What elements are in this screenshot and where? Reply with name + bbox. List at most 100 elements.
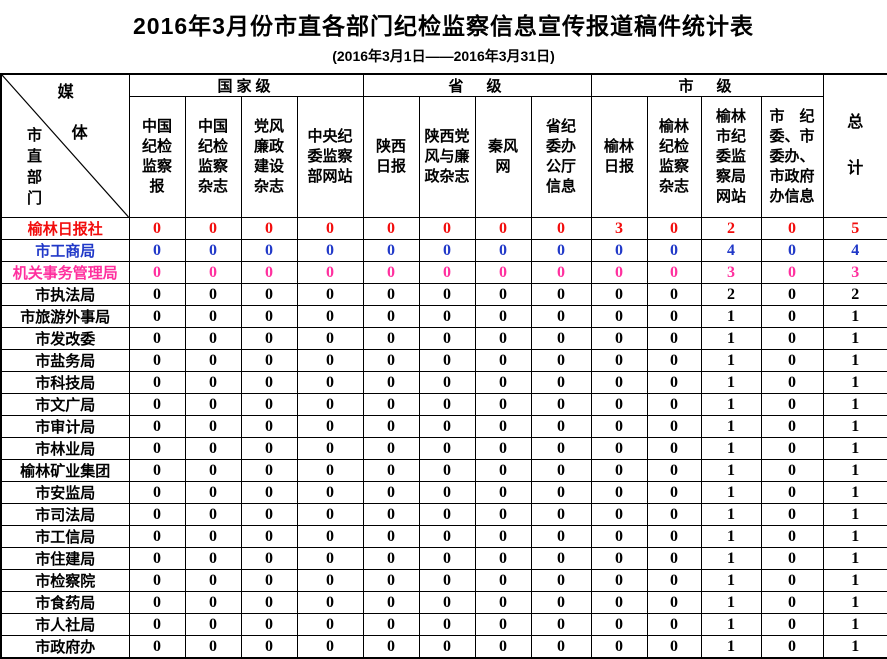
count-cell: 0	[590, 239, 648, 262]
count-cell: 0	[362, 217, 420, 240]
count-cell: 0	[760, 613, 824, 636]
count-cell: 0	[760, 569, 824, 592]
count-cell: 0	[184, 283, 242, 306]
department-label: 市审计局	[0, 415, 130, 438]
count-cell: 0	[128, 503, 186, 526]
total-cell: 1	[822, 547, 887, 570]
table-body: 榆林日报社 0 0 0 0 0 0 0 0 3 0 2 0 5 市工商局 0 0 0 0 0 0 0 0 0 0 4 0 4 机关事务管…	[0, 217, 887, 659]
count-cell: 0	[646, 239, 702, 262]
count-cell: 0	[530, 503, 592, 526]
count-cell: 0	[590, 305, 648, 328]
count-cell: 0	[184, 217, 242, 240]
count-cell: 3	[700, 261, 762, 284]
count-cell: 0	[128, 349, 186, 372]
count-cell: 0	[418, 437, 476, 460]
department-label: 市检察院	[0, 569, 130, 592]
department-label: 市安监局	[0, 481, 130, 504]
count-cell: 0	[530, 591, 592, 614]
count-cell: 1	[700, 437, 762, 460]
count-cell: 0	[240, 415, 298, 438]
count-cell: 0	[184, 327, 242, 350]
count-cell: 0	[530, 371, 592, 394]
count-cell: 0	[128, 305, 186, 328]
count-cell: 0	[184, 459, 242, 482]
count-cell: 0	[474, 217, 532, 240]
count-cell: 0	[530, 613, 592, 636]
department-label: 市盐务局	[0, 349, 130, 372]
count-cell: 0	[296, 481, 364, 504]
table-row: 市审计局 0 0 0 0 0 0 0 0 0 0 1 0 1	[0, 415, 887, 438]
count-cell: 1	[700, 547, 762, 570]
count-cell: 0	[128, 459, 186, 482]
department-label: 市发改委	[0, 327, 130, 350]
total-cell: 1	[822, 349, 887, 372]
count-cell: 0	[646, 569, 702, 592]
column-header-row: 中国 纪检 监察 报 中国 纪检 监察 杂志 党风 廉政 建设 杂志 中央纪 委…	[1, 96, 887, 218]
count-cell: 0	[184, 613, 242, 636]
count-cell: 0	[240, 437, 298, 460]
count-cell: 0	[184, 261, 242, 284]
count-cell: 0	[760, 283, 824, 306]
count-cell: 0	[474, 393, 532, 416]
count-cell: 0	[128, 525, 186, 548]
count-cell: 0	[530, 393, 592, 416]
count-cell: 0	[296, 371, 364, 394]
table-row: 市政府办 0 0 0 0 0 0 0 0 0 0 1 0 1	[0, 635, 887, 659]
table-row: 市工信局 0 0 0 0 0 0 0 0 0 0 1 0 1	[0, 525, 887, 548]
count-cell: 0	[590, 349, 648, 372]
count-cell: 0	[240, 349, 298, 372]
count-cell: 0	[590, 415, 648, 438]
count-cell: 0	[362, 261, 420, 284]
count-cell: 1	[700, 591, 762, 614]
group-header-municipal: 市 级	[590, 73, 824, 97]
count-cell: 0	[184, 635, 242, 659]
count-cell: 0	[184, 415, 242, 438]
count-cell: 0	[128, 393, 186, 416]
count-cell: 0	[760, 437, 824, 460]
count-cell: 0	[418, 569, 476, 592]
department-label: 机关事务管理局	[0, 261, 130, 284]
count-cell: 0	[590, 525, 648, 548]
total-cell: 1	[822, 459, 887, 482]
count-cell: 0	[474, 239, 532, 262]
count-cell: 0	[646, 283, 702, 306]
count-cell: 0	[296, 283, 364, 306]
department-label: 榆林日报社	[0, 217, 130, 240]
count-cell: 0	[646, 305, 702, 328]
count-cell: 2	[700, 283, 762, 306]
count-cell: 1	[700, 327, 762, 350]
count-cell: 0	[474, 415, 532, 438]
total-cell: 1	[822, 327, 887, 350]
count-cell: 0	[760, 503, 824, 526]
count-cell: 0	[296, 393, 364, 416]
count-cell: 0	[362, 371, 420, 394]
count-cell: 0	[646, 591, 702, 614]
count-cell: 0	[646, 217, 702, 240]
count-cell: 0	[240, 525, 298, 548]
count-cell: 0	[590, 635, 648, 659]
count-cell: 0	[296, 503, 364, 526]
count-cell: 0	[128, 635, 186, 659]
count-cell: 0	[474, 569, 532, 592]
count-cell: 0	[646, 393, 702, 416]
count-cell: 0	[646, 613, 702, 636]
count-cell: 0	[418, 217, 476, 240]
col-header-zhongyang-jiwei-wangzhan: 中央纪 委监察 部网站	[296, 96, 364, 218]
col-header-shaanxi-ribao: 陕西 日报	[362, 96, 420, 218]
count-cell: 0	[418, 349, 476, 372]
col-header-zhongguo-jijian-jiancha-bao: 中国 纪检 监察 报	[128, 96, 186, 218]
count-cell: 0	[590, 459, 648, 482]
total-cell: 3	[822, 261, 887, 284]
count-cell: 0	[128, 283, 186, 306]
count-cell: 0	[184, 591, 242, 614]
count-cell: 0	[760, 415, 824, 438]
count-cell: 0	[590, 613, 648, 636]
count-cell: 0	[362, 415, 420, 438]
count-cell: 0	[760, 261, 824, 284]
count-cell: 0	[240, 261, 298, 284]
count-cell: 0	[530, 261, 592, 284]
count-cell: 0	[760, 327, 824, 350]
count-cell: 0	[184, 525, 242, 548]
total-cell: 1	[822, 525, 887, 548]
count-cell: 0	[128, 327, 186, 350]
